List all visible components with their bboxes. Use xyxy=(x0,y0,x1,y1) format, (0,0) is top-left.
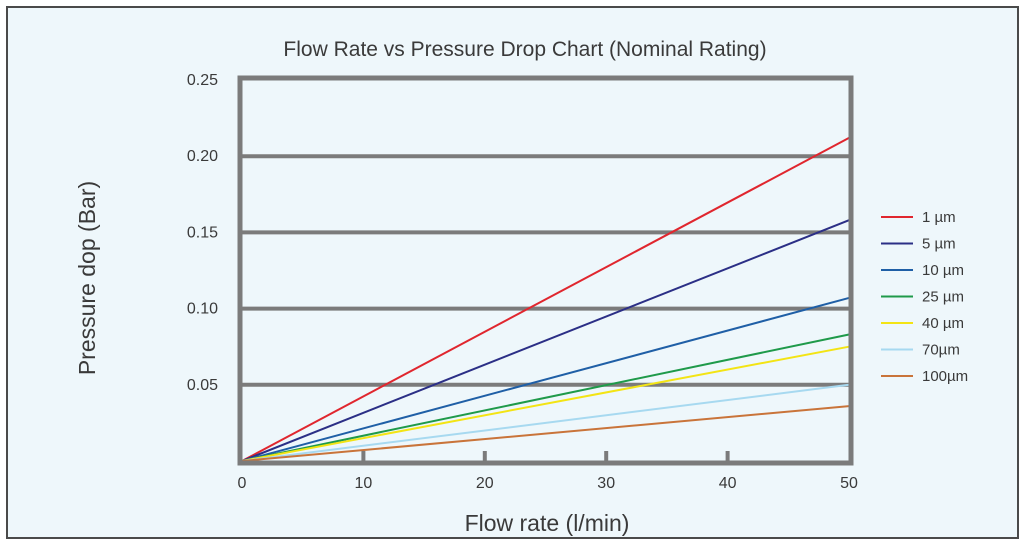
chart-svg: Flow Rate vs Pressure Drop Chart (Nomina… xyxy=(74,38,968,536)
tick-layer: 0.05 0.10 0.15 0.20 0.25 0 10 20 30 40 50 xyxy=(187,72,858,492)
y-tick-label: 0.10 xyxy=(187,301,218,318)
chart-title: Flow Rate vs Pressure Drop Chart (Nomina… xyxy=(283,38,766,61)
y-tick-label: 0.25 xyxy=(187,72,218,89)
legend-label: 5 µm xyxy=(922,236,956,253)
chart-frame: Flow Rate vs Pressure Drop Chart (Nomina… xyxy=(6,6,1019,539)
legend: 1 µm 5 µm 10 µm 25 µm 40 µm 70µm 100µm xyxy=(881,209,968,385)
plot-border xyxy=(237,75,854,466)
legend-label: 100µm xyxy=(922,368,968,385)
series-line xyxy=(241,296,850,462)
grid-layer xyxy=(242,154,849,387)
legend-label: 25 µm xyxy=(922,289,964,306)
series-line xyxy=(241,137,850,462)
legend-label: 40 µm xyxy=(922,315,964,332)
y-tick-label: 0.15 xyxy=(187,224,218,241)
series-line xyxy=(241,405,850,462)
x-tick-label: 10 xyxy=(355,475,373,492)
x-tick-label: 40 xyxy=(719,475,737,492)
y-axis-title: Pressure dop (Bar) xyxy=(74,181,100,375)
legend-label: 1 µm xyxy=(922,209,956,226)
x-tick-label: 50 xyxy=(840,475,858,492)
legend-label: 70µm xyxy=(922,342,960,359)
series-line xyxy=(241,333,850,462)
x-axis-title: Flow rate (l/min) xyxy=(465,510,630,536)
y-tick-label: 0.05 xyxy=(187,377,218,394)
x-tick-label: 20 xyxy=(476,475,494,492)
series-line xyxy=(241,219,850,462)
legend-label: 10 µm xyxy=(922,262,964,279)
series-layer xyxy=(241,137,850,462)
y-tick-label: 0.20 xyxy=(187,148,218,165)
series-line xyxy=(241,345,850,462)
x-tick-label: 0 xyxy=(238,475,247,492)
x-tick-label: 30 xyxy=(597,475,615,492)
series-line xyxy=(241,383,850,462)
